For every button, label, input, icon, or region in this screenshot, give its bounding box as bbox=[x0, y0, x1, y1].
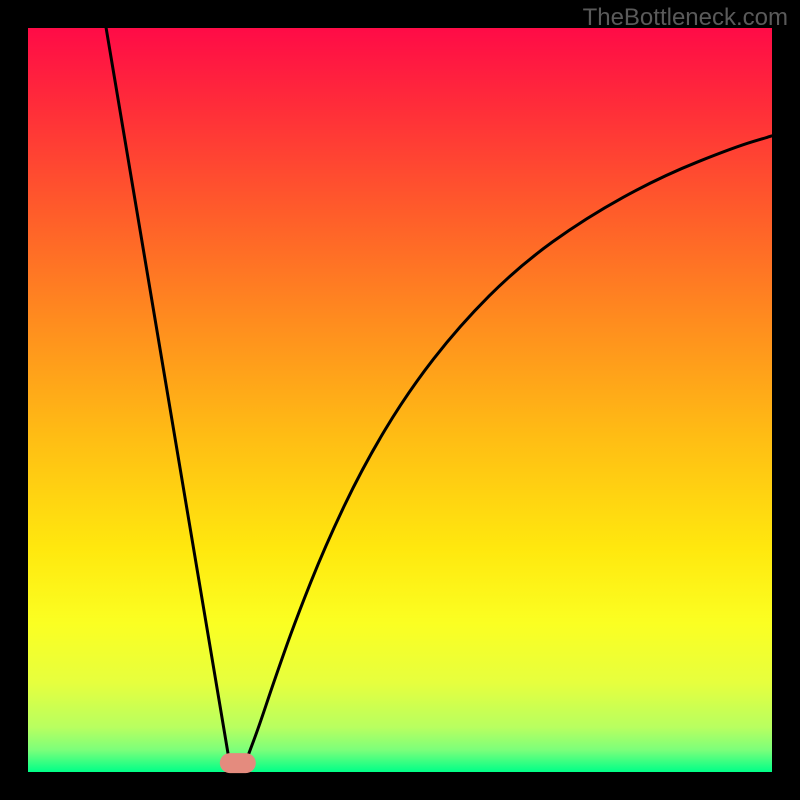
chart-background bbox=[28, 28, 772, 772]
watermark-text: TheBottleneck.com bbox=[583, 4, 788, 32]
bottleneck-chart bbox=[0, 0, 800, 800]
optimum-marker bbox=[220, 753, 256, 773]
chart-container: { "watermark": { "text": "TheBottleneck.… bbox=[0, 0, 800, 800]
